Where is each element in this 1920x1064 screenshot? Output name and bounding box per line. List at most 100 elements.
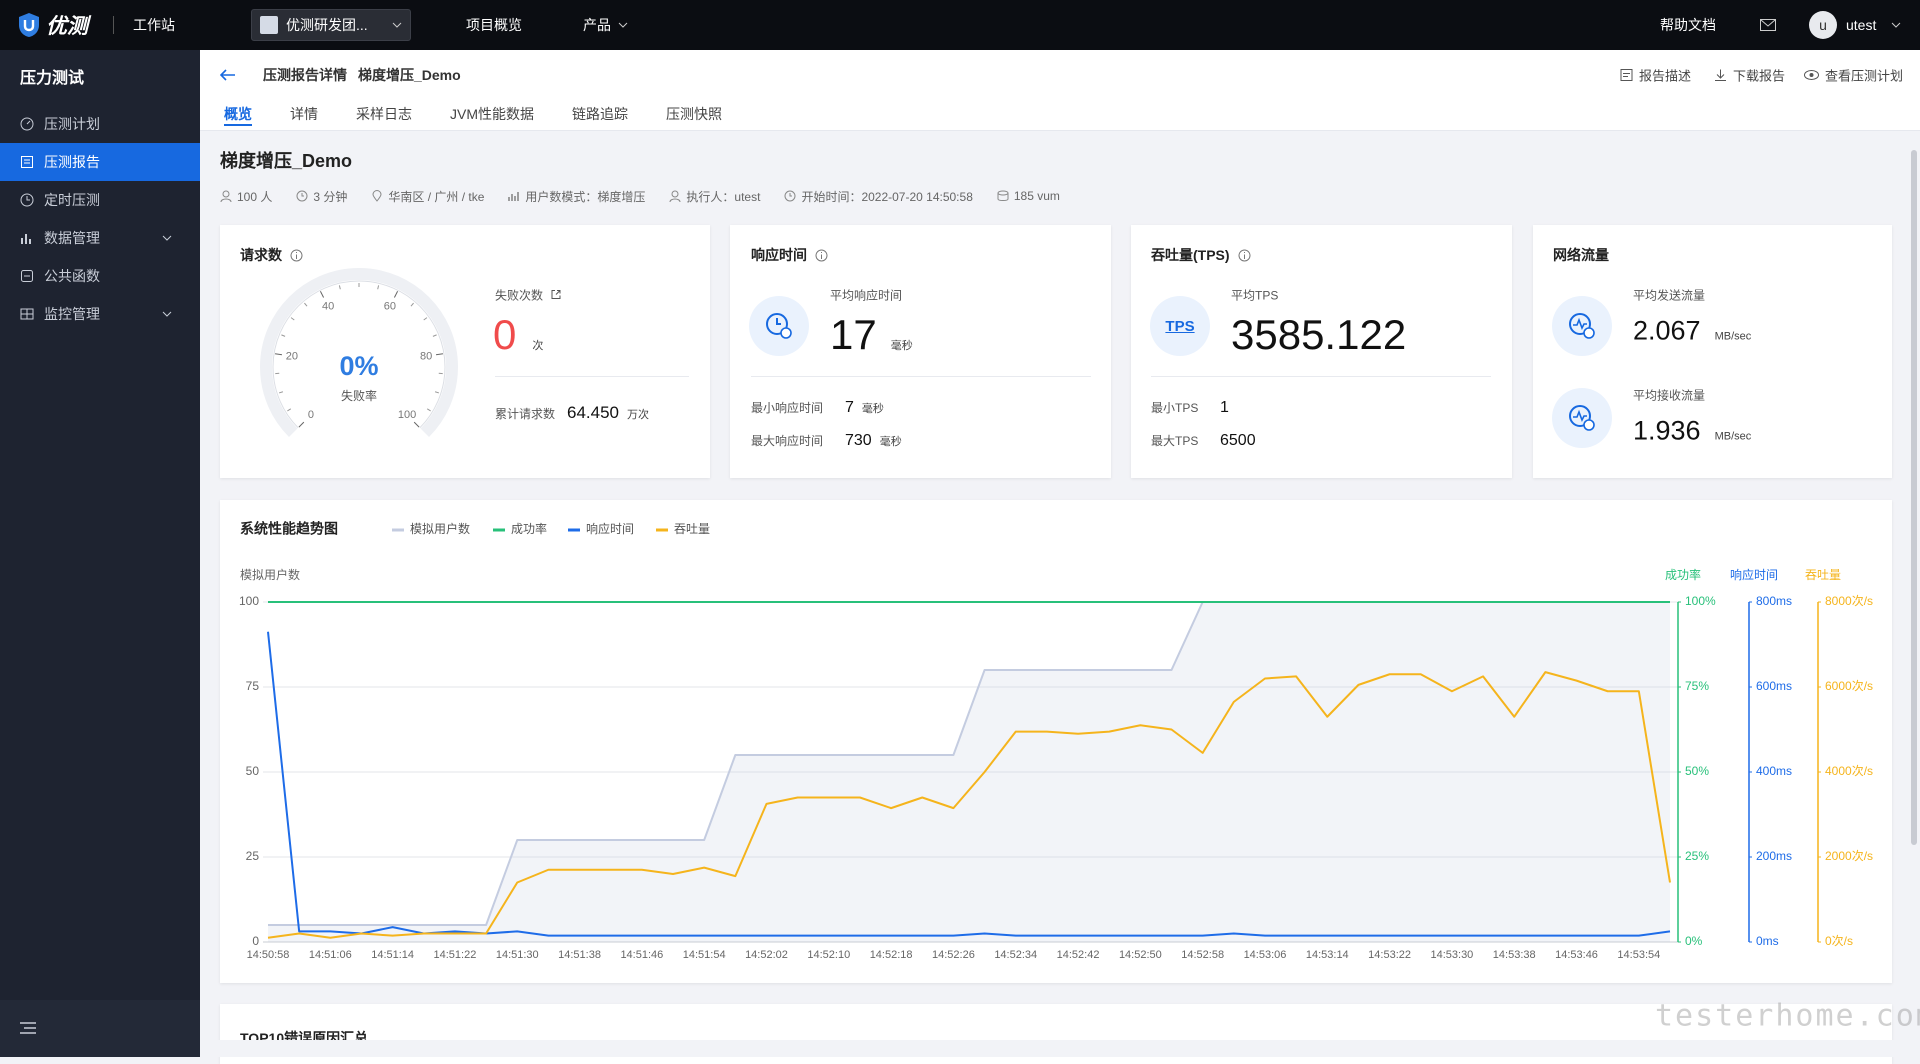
logo-text[interactable]: 优测 — [46, 10, 88, 40]
gauge-value: 0% — [339, 351, 378, 381]
menu-item[interactable]: 压测计划 — [0, 105, 200, 143]
chevron — [618, 22, 628, 28]
action[interactable]: 报告描述 — [1620, 66, 1691, 85]
logo-icon — [18, 12, 40, 38]
x-tick-label: 14:51:22 — [434, 949, 477, 961]
menu-label: 公共函数 — [44, 266, 100, 286]
y-tick-label: 25 — [246, 849, 260, 863]
meta-item: 100 人 — [220, 186, 272, 206]
workspace[interactable]: 工作站 — [133, 15, 175, 35]
tab[interactable]: 详情 — [290, 104, 318, 126]
menu-label: 定时压测 — [44, 190, 100, 210]
right-tick-label: 75% — [1685, 679, 1709, 693]
menu-item[interactable]: 数据管理 — [0, 219, 200, 257]
action[interactable]: 下载报告 — [1714, 66, 1785, 85]
gauge-minor-tick — [433, 335, 437, 337]
tab[interactable]: 链路追踪 — [572, 104, 628, 126]
sidebar-footer — [0, 1000, 200, 1057]
card-title: 网络流量 — [1553, 245, 1609, 265]
nav-link[interactable]: 项目概览 — [466, 15, 522, 35]
card-title: 响应时间 — [751, 245, 828, 265]
card-icon: TPS — [1150, 296, 1210, 356]
meta-item: 华南区 / 广州 / tke — [371, 186, 484, 206]
x-tick-label: 14:52:02 — [745, 949, 788, 961]
sidebar-title: 压力测试 — [20, 64, 84, 88]
action-label: 下载报告 — [1733, 66, 1785, 85]
meta-item: 执行人：utest — [669, 186, 760, 206]
scrollbar-thumb[interactable] — [1911, 150, 1917, 845]
x-tick-label: 14:52:50 — [1119, 949, 1162, 961]
menu-item[interactable]: 压测报告 — [0, 143, 200, 181]
right-tick-label: 4000次/s — [1825, 764, 1873, 778]
nav-link[interactable]: 产品 — [583, 15, 611, 35]
card-icon — [749, 296, 809, 356]
team-select[interactable]: 优测研发团... — [251, 9, 411, 41]
gauge-minor-tick — [339, 285, 340, 289]
avg-label: 平均TPS — [1231, 287, 1278, 304]
y-axis-title: 模拟用户数 — [240, 567, 300, 582]
tab[interactable]: 概览 — [224, 104, 252, 126]
x-tick-label: 14:53:46 — [1555, 949, 1598, 961]
trend-chart: 系统性能趋势图 模拟用户数 0255075100成功率0%25%50%75%10… — [220, 500, 1892, 983]
right-tick-label: 8000次/s — [1825, 594, 1873, 608]
mail-icon[interactable] — [1760, 19, 1776, 31]
gauge-tick-label: 60 — [384, 300, 396, 312]
right-tick-label: 600ms — [1756, 679, 1792, 693]
x-tick-label: 14:51:46 — [620, 949, 663, 961]
menu-item[interactable]: 定时压测 — [0, 181, 200, 219]
x-tick-label: 14:53:38 — [1493, 949, 1536, 961]
x-tick-label: 14:53:22 — [1368, 949, 1411, 961]
gauge-minor-tick — [304, 303, 307, 306]
meta-item: 3 分钟 — [296, 186, 347, 206]
right-axis-title: 响应时间 — [1730, 567, 1778, 582]
x-tick-label: 14:51:30 — [496, 949, 539, 961]
gauge-tick-label: 20 — [286, 350, 298, 362]
x-tick-label: 14:52:34 — [994, 949, 1037, 961]
right-tick-label: 2000次/s — [1825, 849, 1873, 863]
collapse-icon[interactable] — [20, 1022, 36, 1034]
x-tick-label: 14:51:14 — [371, 949, 414, 961]
menu-item[interactable]: 公共函数 — [0, 257, 200, 295]
gauge-tick — [394, 291, 397, 297]
tab[interactable]: 采样日志 — [356, 104, 412, 126]
meta-item: 用户数模式：梯度增压 — [508, 186, 645, 206]
menu-item[interactable]: 监控管理 — [0, 295, 200, 333]
user-name[interactable]: utest — [1846, 17, 1876, 33]
chevron — [392, 22, 402, 28]
gauge-tick-label: 100 — [398, 409, 416, 421]
y-tick-label: 0 — [252, 934, 259, 948]
avg-label: 平均响应时间 — [830, 287, 902, 304]
menu-label: 压测报告 — [44, 152, 100, 172]
action[interactable]: 查看压测计划 — [1804, 66, 1903, 85]
card-icon — [1552, 388, 1612, 448]
avatar[interactable]: u — [1809, 11, 1837, 39]
receive-label: 平均接收流量 — [1633, 387, 1705, 404]
gauge-minor-tick — [378, 285, 379, 289]
right-axis-title: 吞吐量 — [1805, 568, 1841, 582]
help-link[interactable]: 帮助文档 — [1660, 15, 1716, 35]
failures-label: 失败次数 — [495, 287, 561, 304]
summary-title: 梯度增压_Demo — [220, 147, 352, 173]
sidebar: 压力测试 压测计划 压测报告 定时压测 数据管理 公共函数 监控管理 — [0, 50, 200, 1057]
team-name: 优测研发团... — [286, 15, 368, 35]
right-tick-label: 0% — [1685, 934, 1703, 948]
right-tick-label: 50% — [1685, 764, 1709, 778]
watermark: testerhome.com — [1655, 999, 1920, 1034]
tab[interactable]: JVM性能数据 — [450, 104, 534, 126]
tab[interactable]: 压测快照 — [666, 104, 722, 126]
x-tick-label: 14:51:06 — [309, 949, 352, 961]
menu-label: 监控管理 — [44, 304, 100, 324]
meta-item: 开始时间：2022-07-20 14:50:58 — [784, 186, 972, 206]
back-icon[interactable] — [220, 69, 236, 81]
